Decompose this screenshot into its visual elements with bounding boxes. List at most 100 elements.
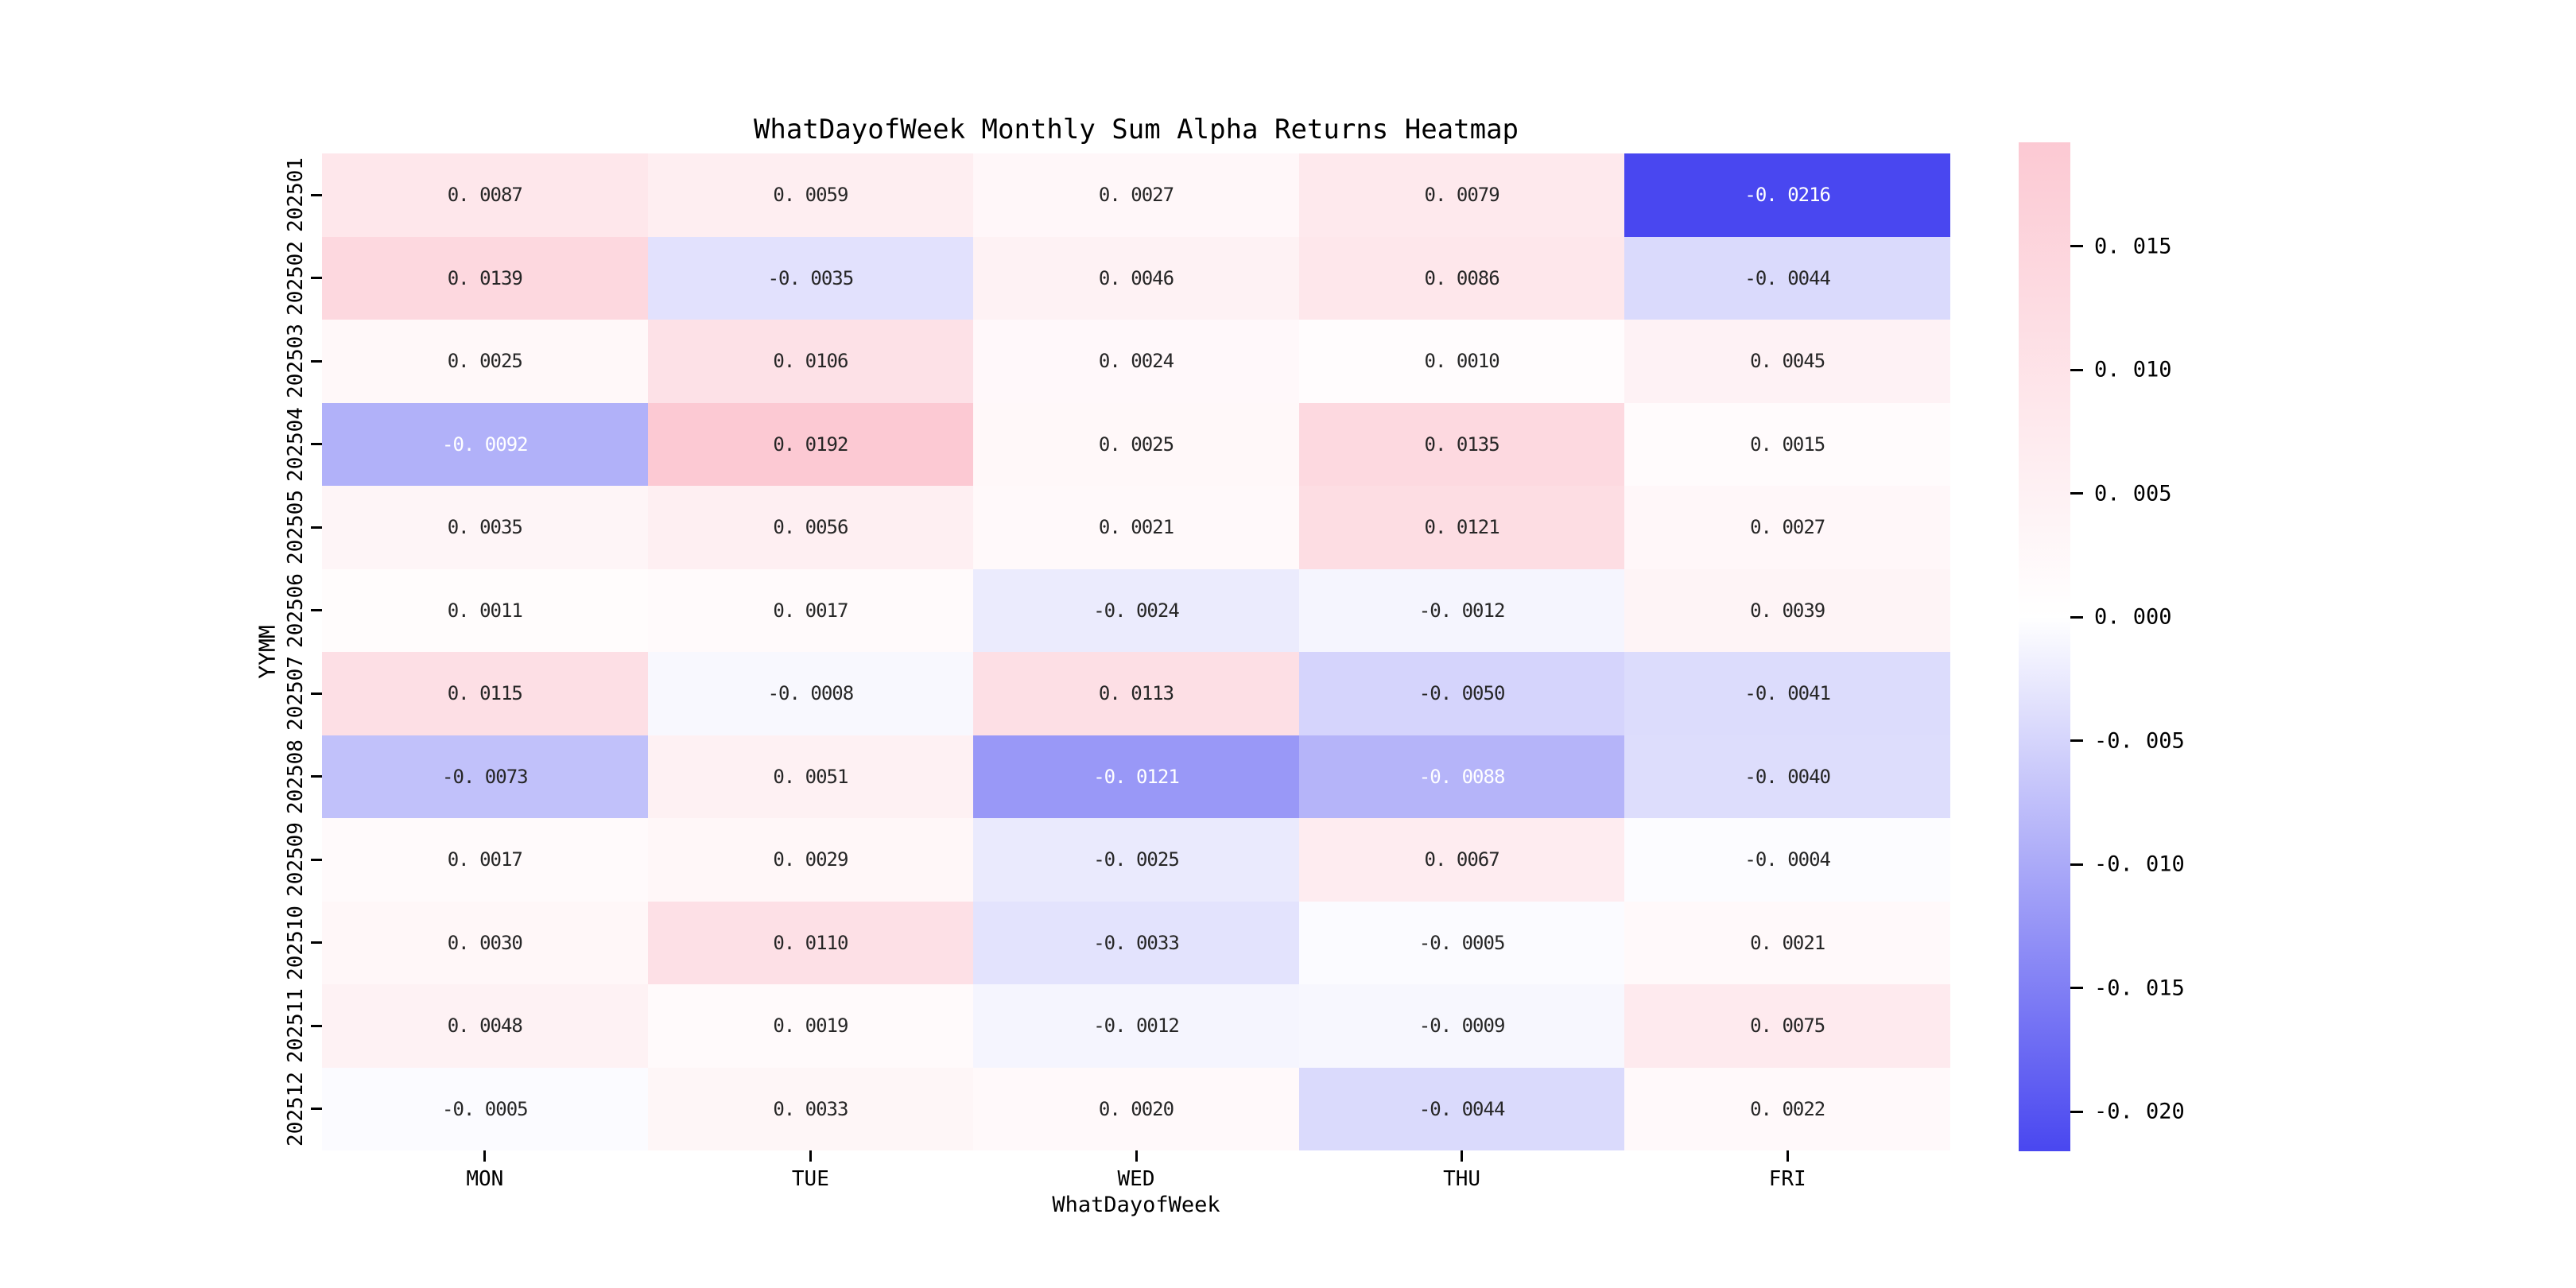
heatmap-cell: 0. 0075	[1624, 984, 1950, 1068]
cell-value: 0. 0021	[1750, 931, 1825, 954]
cell-value: 0. 0039	[1750, 599, 1825, 622]
y-tick-mark	[311, 526, 322, 529]
heatmap-cell: -0. 0073	[322, 735, 648, 818]
cell-value: 0. 0021	[1098, 516, 1174, 539]
cell-value: -0. 0092	[442, 433, 529, 456]
cell-value: 0. 0019	[773, 1014, 848, 1038]
heatmap-cell: 0. 0067	[1298, 818, 1625, 902]
cell-value: 0. 0010	[1424, 350, 1500, 373]
cell-value: -0. 0044	[1744, 266, 1831, 289]
cell-value: -0. 0216	[1744, 184, 1831, 207]
cell-value: -0. 0012	[1093, 1014, 1180, 1038]
heatmap-cell: 0. 0030	[322, 901, 648, 984]
heatmap-cell: 0. 0135	[1298, 402, 1625, 486]
y-tick-label: 202507	[284, 656, 308, 731]
heatmap-cell: 0. 0033	[647, 1067, 974, 1150]
cell-value: 0. 0030	[447, 931, 523, 954]
heatmap-cell: 0. 0079	[1298, 153, 1625, 237]
colorbar-tick-mark	[2070, 987, 2083, 990]
y-tick-label: 202511	[284, 988, 308, 1064]
y-tick-mark	[311, 941, 322, 945]
heatmap-cell: 0. 0025	[322, 320, 648, 403]
heatmap-cell: -0. 0121	[973, 735, 1299, 818]
cell-value: 0. 0020	[1098, 1097, 1174, 1120]
cell-value: 0. 0056	[773, 516, 848, 539]
y-tick-mark	[311, 775, 322, 778]
heatmap-cell: 0. 0022	[1624, 1067, 1950, 1150]
heatmap-cell: 0. 0051	[647, 735, 974, 818]
heatmap-cell: 0. 0106	[647, 320, 974, 403]
heatmap-cell: 0. 0039	[1624, 568, 1950, 652]
heatmap-cell: -0. 0040	[1624, 735, 1950, 818]
cell-value: -0. 0024	[1093, 599, 1180, 622]
heatmap-cell: 0. 0192	[647, 402, 974, 486]
heatmap-cell: -0. 0216	[1624, 153, 1950, 237]
x-tick-mark	[483, 1150, 487, 1162]
chart-title: WhatDayofWeek Monthly Sum Alpha Returns …	[753, 114, 1519, 145]
x-tick-label: THU	[1443, 1167, 1481, 1191]
heatmap-cell: 0. 0017	[322, 818, 648, 902]
cell-value: 0. 0035	[447, 516, 523, 539]
heatmap-cell: 0. 0021	[1624, 901, 1950, 984]
heatmap-cell: 0. 0017	[647, 568, 974, 652]
heatmap-cell: -0. 0025	[973, 818, 1299, 902]
colorbar-tick-label: 0. 015	[2094, 234, 2172, 259]
heatmap-cell: -0. 0005	[1298, 901, 1625, 984]
cell-value: -0. 0033	[1093, 931, 1180, 954]
heatmap-cell: -0. 0092	[322, 402, 648, 486]
cell-value: -0. 0121	[1093, 765, 1180, 788]
y-tick-label: 202510	[284, 905, 308, 980]
heatmap-cell: -0. 0088	[1298, 735, 1625, 818]
colorbar-tick-mark	[2070, 863, 2083, 866]
cell-value: -0. 0035	[767, 266, 855, 289]
cell-value: 0. 0017	[447, 848, 523, 871]
cell-value: 0. 0121	[1424, 516, 1500, 539]
heatmap-cell: 0. 0035	[322, 486, 648, 569]
cell-value: 0. 0113	[1098, 682, 1174, 705]
cell-value: 0. 0051	[773, 765, 848, 788]
colorbar-tick-label: -0. 015	[2094, 976, 2185, 1001]
colorbar-tick-label: 0. 005	[2094, 481, 2172, 506]
cell-value: 0. 0075	[1750, 1014, 1825, 1038]
colorbar-tick-label: 0. 010	[2094, 357, 2172, 382]
cell-value: 0. 0046	[1098, 266, 1174, 289]
cell-value: 0. 0027	[1750, 516, 1825, 539]
cell-value: 0. 0022	[1750, 1097, 1825, 1120]
heatmap-cell: 0. 0021	[973, 486, 1299, 569]
heatmap-cell: -0. 0024	[973, 568, 1299, 652]
y-tick-label: 202504	[284, 406, 308, 482]
y-tick-mark	[311, 1024, 322, 1027]
heatmap-cell: -0. 0008	[647, 652, 974, 735]
cell-value: -0. 0005	[442, 1097, 529, 1120]
colorbar-tick-label: -0. 020	[2094, 1099, 2185, 1124]
heatmap-cell: 0. 0087	[322, 153, 648, 237]
cell-value: 0. 0033	[773, 1097, 848, 1120]
x-tick-label: FRI	[1768, 1167, 1806, 1191]
heatmap-cell: 0. 0011	[322, 568, 648, 652]
cell-value: 0. 0029	[773, 848, 848, 871]
colorbar-tick-label: -0. 010	[2094, 852, 2185, 877]
y-tick-mark	[311, 359, 322, 363]
heatmap-cell: -0. 0041	[1624, 652, 1950, 735]
heatmap-cell: 0. 0086	[1298, 236, 1625, 320]
cell-value: 0. 0025	[1098, 433, 1174, 456]
x-tick-mark	[1135, 1150, 1138, 1162]
cell-value: -0. 0009	[1418, 1014, 1506, 1038]
y-tick-label: 202505	[284, 490, 308, 565]
heatmap-cell: 0. 0113	[973, 652, 1299, 735]
heatmap-cell: 0. 0110	[647, 901, 974, 984]
heatmap-cell: -0. 0005	[322, 1067, 648, 1150]
heatmap-cell: -0. 0044	[1298, 1067, 1625, 1150]
colorbar-tick-mark	[2070, 492, 2083, 495]
colorbar-tick-label: -0. 005	[2094, 728, 2185, 754]
cell-value: 0. 0106	[773, 350, 848, 373]
y-tick-mark	[311, 858, 322, 861]
y-axis-label: YYMM	[254, 625, 281, 679]
y-tick-label: 202512	[284, 1071, 308, 1146]
cell-value: 0. 0110	[773, 931, 848, 954]
heatmap-cell: 0. 0056	[647, 486, 974, 569]
heatmap-cell: -0. 0009	[1298, 984, 1625, 1068]
y-tick-mark	[311, 692, 322, 695]
cell-value: 0. 0025	[447, 350, 523, 373]
heatmap-cell: 0. 0010	[1298, 320, 1625, 403]
